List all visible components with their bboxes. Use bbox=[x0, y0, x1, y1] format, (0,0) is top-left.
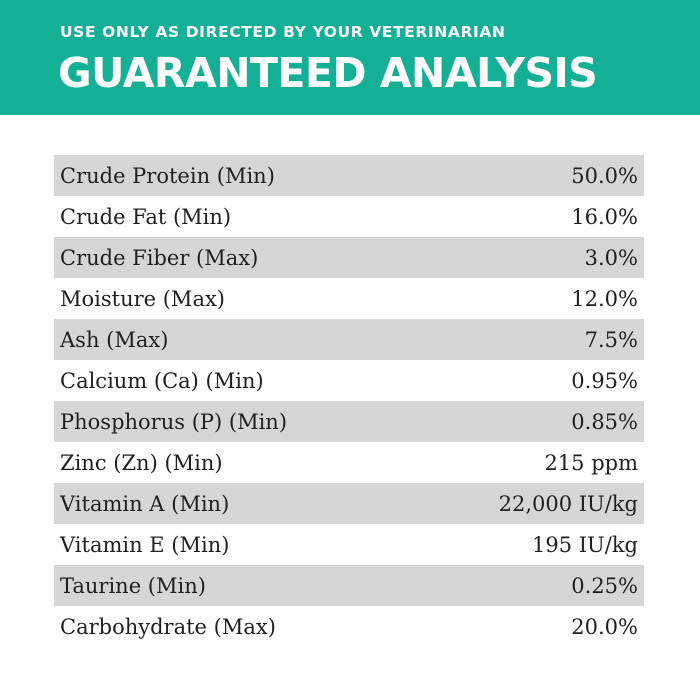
nutrient-label: Phosphorus (P) (Min) bbox=[60, 409, 288, 434]
nutrient-label: Crude Fat (Min) bbox=[60, 204, 232, 229]
nutrient-value: 0.95% bbox=[571, 368, 638, 393]
nutrient-value: 195 IU/kg bbox=[532, 532, 638, 557]
nutrient-value: 20.0% bbox=[571, 614, 638, 639]
nutrient-value: 0.25% bbox=[571, 573, 638, 598]
table-row: Ash (Max) 7.5% bbox=[54, 319, 644, 360]
nutrient-value: 50.0% bbox=[571, 163, 638, 188]
nutrient-label: Crude Protein (Min) bbox=[60, 163, 275, 188]
nutrient-value: 12.0% bbox=[571, 286, 638, 311]
nutrient-value: 215 ppm bbox=[544, 450, 638, 475]
table-row: Taurine (Min) 0.25% bbox=[54, 565, 644, 606]
nutrient-value: 7.5% bbox=[584, 327, 638, 352]
table-row: Calcium (Ca) (Min) 0.95% bbox=[54, 360, 644, 401]
table-row: Phosphorus (P) (Min) 0.85% bbox=[54, 401, 644, 442]
table-row: Moisture (Max) 12.0% bbox=[54, 278, 644, 319]
table-row: Zinc (Zn) (Min) 215 ppm bbox=[54, 442, 644, 483]
nutrient-value: 22,000 IU/kg bbox=[498, 491, 638, 516]
nutrient-label: Vitamin A (Min) bbox=[60, 491, 230, 516]
nutrient-label: Taurine (Min) bbox=[60, 573, 206, 598]
nutrient-label: Ash (Max) bbox=[60, 327, 169, 352]
table-row: Crude Fat (Min) 16.0% bbox=[54, 196, 644, 237]
analysis-table: Crude Protein (Min) 50.0% Crude Fat (Min… bbox=[54, 155, 644, 647]
nutrient-label: Crude Fiber (Max) bbox=[60, 245, 259, 270]
nutrient-value: 3.0% bbox=[584, 245, 638, 270]
table-row: Crude Fiber (Max) 3.0% bbox=[54, 237, 644, 278]
nutrient-label: Carbohydrate (Max) bbox=[60, 614, 276, 639]
nutrient-label: Moisture (Max) bbox=[60, 286, 225, 311]
nutrient-label: Vitamin E (Min) bbox=[60, 532, 230, 557]
nutrient-value: 0.85% bbox=[571, 409, 638, 434]
nutrient-label: Calcium (Ca) (Min) bbox=[60, 368, 264, 393]
table-row: Vitamin E (Min) 195 IU/kg bbox=[54, 524, 644, 565]
table-row: Carbohydrate (Max) 20.0% bbox=[54, 606, 644, 647]
nutrient-label: Zinc (Zn) (Min) bbox=[60, 450, 223, 475]
table-row: Crude Protein (Min) 50.0% bbox=[54, 155, 644, 196]
usage-notice: USE ONLY AS DIRECTED BY YOUR VETERINARIA… bbox=[60, 23, 506, 41]
page-title: GUARANTEED ANALYSIS bbox=[58, 49, 598, 97]
table-row: Vitamin A (Min) 22,000 IU/kg bbox=[54, 483, 644, 524]
header-banner: USE ONLY AS DIRECTED BY YOUR VETERINARIA… bbox=[0, 0, 700, 115]
nutrient-value: 16.0% bbox=[571, 204, 638, 229]
